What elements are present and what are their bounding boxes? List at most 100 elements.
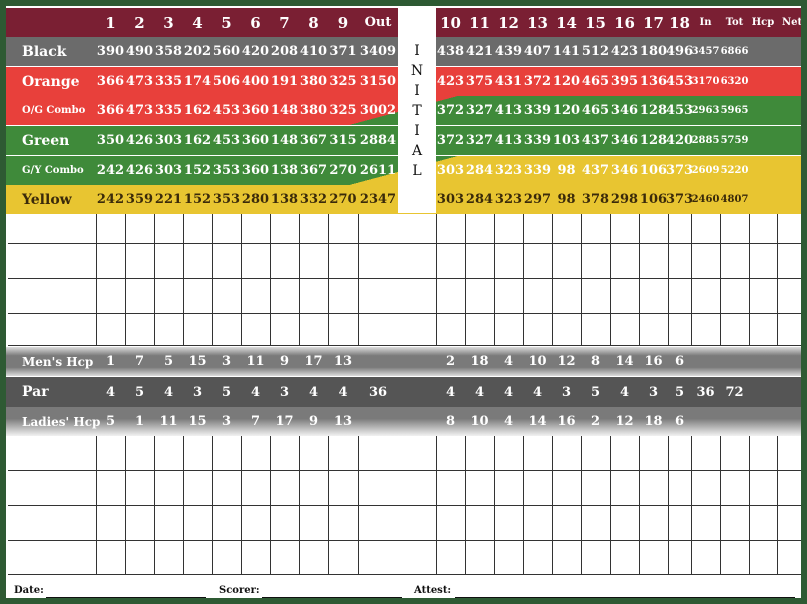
hole-number: 9 — [337, 13, 349, 32]
ladies-hcp-value: 1 — [134, 414, 145, 429]
initial-letter: A — [411, 142, 423, 159]
grid-line — [183, 214, 184, 346]
yardage: 208 — [270, 44, 299, 59]
ladies-hcp-row: Ladies' Hcp 5 1 11 15 3 7 17 9 13 8 10 4 14 16 2 12 18 6 — [0, 407, 807, 436]
par-in: 36 — [696, 384, 715, 400]
scorer-label: Scorer: — [219, 585, 260, 596]
yardage: 120 — [552, 74, 581, 89]
in-total: 3457 — [691, 46, 720, 57]
date-line[interactable] — [46, 597, 206, 598]
attest-line[interactable] — [455, 597, 795, 598]
scorer-line[interactable] — [262, 597, 402, 598]
yardage: 138 — [270, 163, 299, 178]
hole-number: 15 — [585, 13, 606, 32]
mens-hcp-value: 17 — [304, 354, 323, 369]
yardage: 358 — [154, 44, 183, 59]
yardage: 413 — [494, 103, 523, 118]
ladies-hcp-value: 14 — [528, 414, 547, 429]
grid-line — [465, 214, 466, 346]
yardage: 242 — [96, 163, 125, 178]
yardage: 98 — [557, 192, 576, 207]
par-value: 5 — [674, 384, 685, 400]
yardage: 162 — [183, 133, 212, 148]
yardage: 323 — [494, 192, 523, 207]
initial-letter: N — [410, 62, 424, 79]
yardage: 284 — [465, 163, 494, 178]
yardage: 373 — [665, 192, 694, 207]
yardage: 407 — [523, 44, 552, 59]
score-row-line — [8, 470, 807, 471]
mens-hcp-row: Men's Hcp 1 7 5 15 3 11 9 17 13 2 18 4 10 12 8 14 16 6 — [0, 347, 807, 376]
hole-number: 7 — [279, 13, 290, 32]
yardage: 372 — [436, 133, 465, 148]
grid-line — [299, 436, 300, 575]
mens-hcp-value: 10 — [528, 354, 547, 369]
par-value: 4 — [532, 384, 543, 400]
yardage: 335 — [154, 74, 183, 89]
yardage: 346 — [610, 103, 639, 118]
tot-total: 4807 — [720, 194, 749, 205]
yardage: 373 — [665, 163, 694, 178]
ladies-hcp-label: Ladies' Hcp — [22, 414, 101, 429]
ladies-hcp-value: 4 — [503, 414, 514, 429]
grid-line — [720, 436, 721, 575]
yardage: 339 — [523, 103, 552, 118]
tee-name: Green — [22, 132, 70, 149]
yardage: 191 — [270, 74, 299, 89]
grid-line — [777, 436, 778, 575]
hole-number: 11 — [469, 13, 490, 32]
yardage: 327 — [465, 133, 494, 148]
yardage: 437 — [581, 133, 610, 148]
hole-number: 8 — [308, 13, 319, 32]
par-value: 4 — [338, 384, 348, 400]
par-value: 5 — [134, 384, 145, 400]
initial-letter: L — [412, 162, 422, 179]
grid-line — [154, 436, 155, 575]
mens-hcp-value: 12 — [557, 354, 576, 369]
hole-number: 4 — [192, 13, 203, 32]
grid-line — [552, 214, 553, 346]
yardage: 438 — [436, 44, 465, 59]
grid-line — [610, 214, 611, 346]
yardage: 180 — [639, 44, 668, 59]
in-total: 3170 — [691, 76, 720, 87]
yardage: 413 — [494, 133, 523, 148]
yardage: 148 — [270, 103, 299, 118]
hole-number: 1 — [105, 13, 116, 32]
par-value: 4 — [308, 384, 319, 400]
yardage: 138 — [270, 192, 299, 207]
grid-line — [270, 436, 271, 575]
yardage: 560 — [212, 44, 241, 59]
yardage: 506 — [212, 74, 241, 89]
yardage: 221 — [154, 192, 183, 207]
par-row: Par 4 5 4 3 5 4 3 4 4 36 4 4 4 4 3 5 4 3 5 36 72 — [0, 377, 807, 407]
footer: Date: Scorer: Attest: — [0, 575, 807, 604]
yardage: 420 — [665, 133, 694, 148]
par-value: 4 — [474, 384, 485, 400]
in-total: 2460 — [691, 194, 720, 205]
mens-hcp-value: 4 — [503, 354, 514, 369]
hole-number: 18 — [669, 13, 690, 32]
hole-number: 10 — [440, 13, 461, 32]
par-value: 4 — [105, 384, 116, 400]
yardage: 423 — [610, 44, 639, 59]
yardage: 360 — [241, 133, 270, 148]
yardage: 453 — [212, 133, 241, 148]
ladies-hcp-value: 15 — [188, 414, 207, 429]
grid-line — [749, 214, 750, 346]
yardage: 323 — [494, 163, 523, 178]
yardage: 270 — [329, 192, 357, 207]
grid-line — [212, 214, 213, 346]
yardage: 346 — [610, 163, 639, 178]
par-value: 3 — [561, 384, 572, 400]
ladies-hcp-value: 7 — [250, 414, 261, 429]
yardage: 242 — [96, 192, 125, 207]
yardage: 395 — [610, 74, 639, 89]
yardage: 280 — [241, 192, 270, 207]
yardage: 303 — [154, 163, 183, 178]
yardage: 346 — [610, 133, 639, 148]
grid-line — [125, 214, 126, 346]
yardage: 106 — [639, 192, 668, 207]
grid-line — [523, 436, 524, 575]
yardage: 98 — [557, 163, 576, 178]
